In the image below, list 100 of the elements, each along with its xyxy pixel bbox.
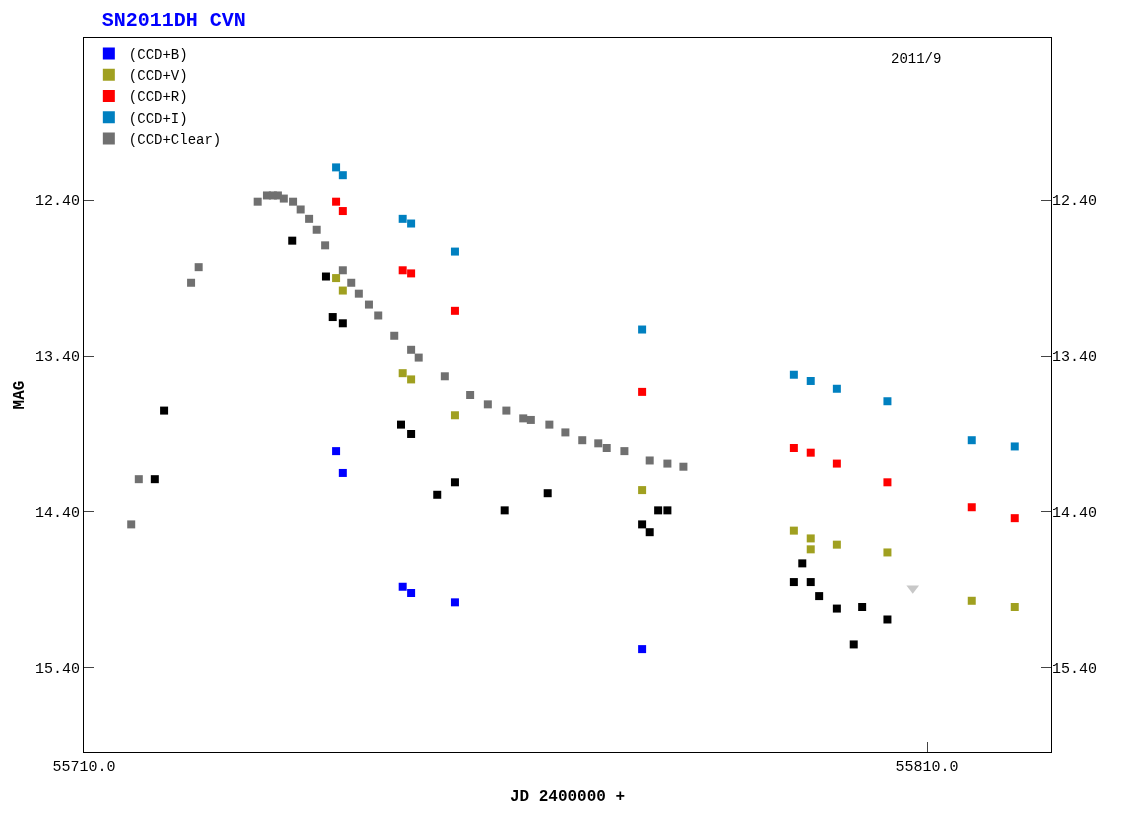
point xyxy=(806,534,815,543)
y-tick-label: 12.40 xyxy=(34,193,80,211)
y2-tick-label: 12.40 xyxy=(1052,193,1098,211)
point xyxy=(466,391,475,399)
point xyxy=(396,420,405,429)
point xyxy=(321,272,330,281)
point xyxy=(289,197,298,206)
point xyxy=(312,225,321,234)
point xyxy=(832,384,841,393)
point xyxy=(450,598,459,607)
point xyxy=(798,559,807,568)
point xyxy=(407,219,416,228)
point xyxy=(398,214,407,223)
point xyxy=(789,370,798,379)
point xyxy=(450,247,459,256)
point xyxy=(450,306,459,315)
point xyxy=(543,489,552,498)
y2-tick-label: 14.40 xyxy=(1052,505,1098,523)
y-tick-label: 14.40 xyxy=(34,505,80,523)
point xyxy=(519,414,528,423)
point xyxy=(134,475,143,484)
point xyxy=(638,325,647,334)
point xyxy=(160,406,169,415)
point xyxy=(883,548,892,557)
point xyxy=(1010,603,1019,612)
point xyxy=(347,278,356,287)
point xyxy=(638,520,647,529)
point xyxy=(832,604,841,613)
point xyxy=(328,313,337,322)
point xyxy=(545,420,554,429)
point xyxy=(789,444,798,452)
point xyxy=(815,592,824,601)
point xyxy=(645,456,654,465)
point xyxy=(849,640,858,649)
point xyxy=(338,286,347,295)
point xyxy=(858,603,867,612)
point xyxy=(407,269,416,278)
point xyxy=(288,236,297,245)
point xyxy=(502,406,511,415)
legend-label: (CCD+R) xyxy=(128,89,188,106)
y-tick-label: 13.40 xyxy=(34,349,80,367)
point xyxy=(645,528,654,537)
point xyxy=(305,214,314,223)
point xyxy=(407,375,416,384)
point xyxy=(332,447,341,456)
point xyxy=(883,478,892,487)
point xyxy=(407,429,416,438)
point xyxy=(789,526,798,535)
point xyxy=(789,578,798,587)
point xyxy=(832,540,841,549)
point xyxy=(679,462,688,471)
point xyxy=(806,578,815,587)
legend-label: (CCD+B) xyxy=(128,47,188,64)
point xyxy=(1010,442,1019,451)
legend-label: (CCD+V) xyxy=(128,68,188,85)
point xyxy=(150,475,159,484)
point xyxy=(561,428,570,437)
x-tick-label: 55710.0 xyxy=(52,759,116,776)
point xyxy=(967,596,976,605)
legend-label: (CCD+I) xyxy=(128,110,188,127)
point xyxy=(398,582,407,591)
annotation: 2011/9 xyxy=(891,51,942,67)
y2-tick-label: 13.40 xyxy=(1052,349,1098,367)
point xyxy=(194,263,203,272)
point xyxy=(332,274,341,283)
point xyxy=(806,448,815,457)
x-tick-label: 55810.0 xyxy=(895,759,959,776)
point xyxy=(338,266,347,275)
point xyxy=(279,194,288,203)
point xyxy=(483,400,492,409)
point xyxy=(806,545,815,554)
point xyxy=(578,436,587,445)
point xyxy=(433,490,442,499)
point xyxy=(332,163,341,172)
y-axis-title: MAG xyxy=(10,380,29,410)
point xyxy=(354,289,363,298)
point xyxy=(638,387,647,396)
y2-tick-label: 15.40 xyxy=(1052,661,1098,679)
point xyxy=(594,439,603,448)
point xyxy=(338,468,347,477)
point xyxy=(450,478,459,487)
point xyxy=(127,520,136,529)
point xyxy=(1010,514,1019,523)
point xyxy=(390,331,399,340)
point xyxy=(450,411,459,420)
point xyxy=(663,459,672,468)
point xyxy=(440,372,449,381)
point xyxy=(414,353,423,362)
point xyxy=(806,376,815,385)
point xyxy=(253,197,262,206)
point xyxy=(526,415,535,424)
x-axis-title: JD 2400000 + xyxy=(509,787,626,806)
point xyxy=(602,444,611,452)
point xyxy=(620,447,629,456)
point xyxy=(321,241,330,250)
point xyxy=(407,345,416,354)
point xyxy=(338,207,347,216)
point xyxy=(832,459,841,468)
point xyxy=(883,397,892,406)
point xyxy=(364,300,373,309)
